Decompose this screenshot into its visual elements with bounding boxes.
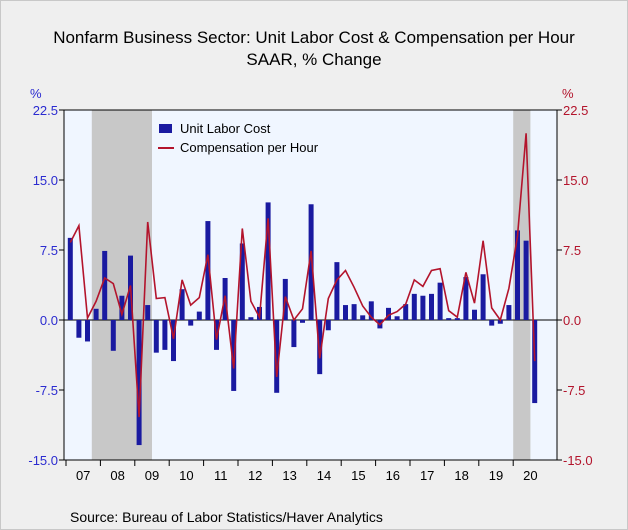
x-tick-label: 17 <box>420 468 434 483</box>
bar-unit-labor-cost <box>411 293 417 320</box>
bar-unit-labor-cost <box>360 315 366 320</box>
bar-unit-labor-cost <box>162 320 168 350</box>
bar-unit-labor-cost <box>437 282 443 320</box>
bar-unit-labor-cost <box>454 318 460 320</box>
bar-unit-labor-cost <box>171 320 176 362</box>
bar-unit-labor-cost <box>317 320 323 375</box>
bar-unit-labor-cost <box>420 295 426 320</box>
left-tick-label: -15.0 <box>28 453 58 468</box>
bar-unit-labor-cost <box>93 308 99 320</box>
bar-unit-labor-cost <box>394 316 400 320</box>
left-tick-label: 22.5 <box>33 103 58 118</box>
bar-unit-labor-cost <box>239 243 245 320</box>
bar-unit-labor-cost <box>291 320 297 348</box>
bar-unit-labor-cost <box>325 320 331 331</box>
recession-shade <box>91 110 152 460</box>
bar-unit-labor-cost <box>489 320 495 326</box>
right-tick-label: -15.0 <box>563 453 593 468</box>
bar-unit-labor-cost <box>67 237 73 320</box>
x-tick-label: 12 <box>248 468 262 483</box>
bar-unit-labor-cost <box>145 305 151 320</box>
legend-swatch-unit-labor-cost <box>159 124 172 133</box>
right-tick-label: 7.5 <box>563 243 581 258</box>
bar-unit-labor-cost <box>136 320 142 446</box>
x-tick-label: 14 <box>317 468 331 483</box>
bar-unit-labor-cost <box>497 320 503 324</box>
x-tick-label: 19 <box>489 468 503 483</box>
left-tick-label: 15.0 <box>33 173 58 188</box>
bar-unit-labor-cost <box>403 304 409 320</box>
source-note: Source: Bureau of Labor Statistics/Haver… <box>70 509 383 525</box>
bar-unit-labor-cost <box>205 221 211 320</box>
line-compensation-per-hour <box>69 133 536 418</box>
bar-unit-labor-cost <box>429 293 434 320</box>
x-tick-label: 20 <box>523 468 537 483</box>
right-tick-label: 22.5 <box>563 103 588 118</box>
legend-label-unit-labor-cost: Unit Labor Cost <box>180 121 271 136</box>
left-unit-label: % <box>30 86 42 101</box>
x-tick-label: 09 <box>145 468 159 483</box>
left-tick-label: 7.5 <box>40 243 58 258</box>
right-tick-label: 0.0 <box>563 313 581 328</box>
bar-unit-labor-cost <box>300 320 305 323</box>
bar-unit-labor-cost <box>110 320 116 351</box>
x-tick-label: 10 <box>179 468 193 483</box>
bar-unit-labor-cost <box>308 204 314 320</box>
x-tick-label: 16 <box>386 468 400 483</box>
x-tick-label: 07 <box>76 468 90 483</box>
bar-unit-labor-cost <box>532 320 538 404</box>
x-tick-label: 13 <box>282 468 296 483</box>
right-unit-label: % <box>562 86 574 101</box>
bar-unit-labor-cost <box>472 309 477 320</box>
bar-unit-labor-cost <box>446 318 452 320</box>
bar-unit-labor-cost <box>76 320 82 338</box>
left-tick-label: 0.0 <box>40 313 58 328</box>
bar-unit-labor-cost <box>463 277 469 320</box>
x-tick-label: 08 <box>110 468 124 483</box>
bar-unit-labor-cost <box>274 320 280 393</box>
chart-title: Nonfarm Business Sector: Unit Labor Cost… <box>53 28 575 47</box>
bar-unit-labor-cost <box>506 305 512 320</box>
bar-unit-labor-cost <box>265 202 271 320</box>
legend-label-compensation-per-hour: Compensation per Hour <box>180 140 319 155</box>
right-tick-label: -7.5 <box>563 383 585 398</box>
bar-unit-labor-cost <box>119 295 125 320</box>
left-tick-label: -7.5 <box>36 383 58 398</box>
bar-unit-labor-cost <box>85 320 90 342</box>
bar-unit-labor-cost <box>179 289 185 320</box>
right-tick-label: 15.0 <box>563 173 588 188</box>
bar-unit-labor-cost <box>334 262 340 320</box>
bar-unit-labor-cost <box>515 230 520 320</box>
bar-unit-labor-cost <box>368 301 374 320</box>
bar-unit-labor-cost <box>188 320 194 326</box>
x-tick-label: 11 <box>214 468 228 483</box>
x-tick-label: 15 <box>351 468 365 483</box>
bar-unit-labor-cost <box>102 250 108 320</box>
bar-unit-labor-cost <box>343 305 348 320</box>
bar-unit-labor-cost <box>386 307 391 320</box>
bar-unit-labor-cost <box>248 317 254 320</box>
bar-unit-labor-cost <box>196 311 202 320</box>
recession-shade <box>513 110 531 460</box>
bar-unit-labor-cost <box>153 320 159 353</box>
chart-subtitle: SAAR, % Change <box>246 50 382 69</box>
bar-unit-labor-cost <box>480 274 486 320</box>
x-tick-label: 18 <box>454 468 468 483</box>
bar-unit-labor-cost <box>351 304 357 320</box>
bar-unit-labor-cost <box>523 240 529 320</box>
